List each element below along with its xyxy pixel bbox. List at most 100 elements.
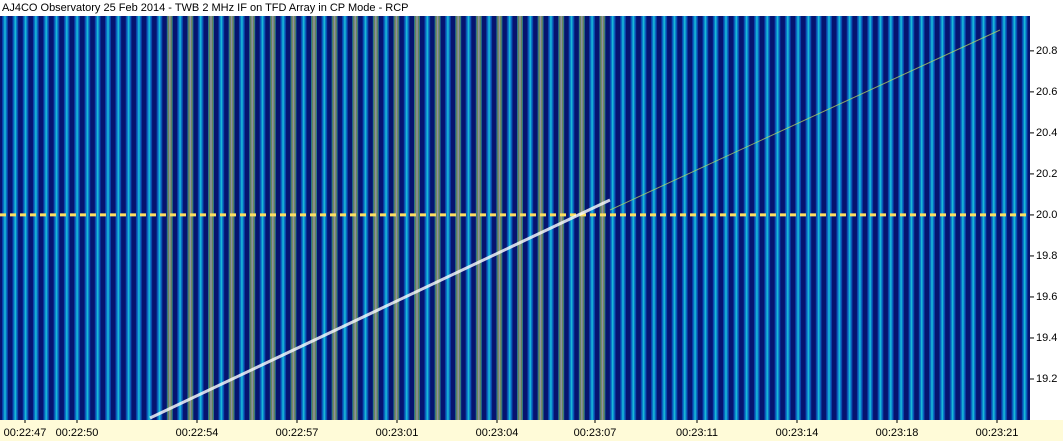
stripe xyxy=(774,16,781,420)
y-tick-label: 20.2 xyxy=(1036,168,1057,180)
stripe xyxy=(929,16,935,420)
stripe xyxy=(115,16,122,420)
stripe xyxy=(599,16,606,420)
stripe xyxy=(290,16,297,420)
stripe xyxy=(218,16,225,420)
stripe xyxy=(2,16,8,420)
stripe xyxy=(959,16,966,420)
stripe xyxy=(743,16,750,420)
stripe xyxy=(259,16,266,420)
x-tick-label: 00:23:21 xyxy=(976,427,1019,439)
stripe xyxy=(650,16,657,420)
stripe xyxy=(815,16,822,420)
stripe xyxy=(1021,16,1028,420)
stripe xyxy=(94,16,101,420)
stripe xyxy=(63,16,70,420)
stripe xyxy=(856,16,863,420)
stripe xyxy=(105,16,111,420)
stripe xyxy=(506,16,513,420)
stripe xyxy=(372,16,379,420)
stripe xyxy=(826,16,832,420)
x-tick-label: 00:22:57 xyxy=(276,427,319,439)
y-tick-label: 20.8 xyxy=(1036,45,1057,57)
stripe xyxy=(311,16,317,420)
stripe xyxy=(527,16,534,420)
stripe xyxy=(887,16,894,420)
stripe xyxy=(537,16,544,420)
stripe xyxy=(434,16,441,420)
stripe xyxy=(949,16,956,420)
stripe xyxy=(444,16,451,420)
stripe xyxy=(228,16,235,420)
stripe xyxy=(620,16,626,420)
stripe xyxy=(630,16,637,420)
sweep xyxy=(609,29,1001,211)
sweep xyxy=(149,198,611,420)
x-tick-label: 00:23:18 xyxy=(876,427,919,439)
stripe xyxy=(125,16,132,420)
stripe xyxy=(475,16,482,420)
stripe xyxy=(589,16,596,420)
stripe xyxy=(486,16,493,420)
stripe xyxy=(898,16,905,420)
stripe xyxy=(455,16,462,420)
plot-area xyxy=(0,16,1030,420)
stripe xyxy=(609,16,616,420)
x-tick-label: 00:22:50 xyxy=(56,427,99,439)
y-axis-band xyxy=(1030,16,1063,420)
spectrogram-image xyxy=(0,16,1030,420)
stripe xyxy=(156,16,163,420)
stripe xyxy=(362,16,369,420)
stripe xyxy=(558,16,565,420)
y-tick-label: 20.0 xyxy=(1036,209,1057,221)
x-tick-label: 00:23:01 xyxy=(376,427,419,439)
stripe xyxy=(980,16,987,420)
chart-title: AJ4CO Observatory 25 Feb 2014 - TWB 2 MH… xyxy=(2,2,409,14)
stripe xyxy=(877,16,884,420)
stripe xyxy=(383,16,390,420)
stripe xyxy=(970,16,977,420)
stripe xyxy=(795,16,802,420)
stripe xyxy=(22,16,29,420)
stripe xyxy=(280,16,287,420)
stripe xyxy=(908,16,915,420)
stripe xyxy=(321,16,328,420)
stripe xyxy=(547,16,554,420)
y-tick-label: 20.4 xyxy=(1036,127,1057,139)
stripe xyxy=(918,16,925,420)
stripe xyxy=(784,16,791,420)
x-tick-label: 00:22:54 xyxy=(176,427,219,439)
stripe xyxy=(1011,16,1018,420)
stripe xyxy=(166,16,173,420)
stripe xyxy=(640,16,647,420)
x-tick-label: 00:23:14 xyxy=(776,427,819,439)
x-tick-label: 00:23:07 xyxy=(574,427,617,439)
stripe xyxy=(84,16,91,420)
stripe xyxy=(146,16,153,420)
stripe xyxy=(352,16,359,420)
stripe xyxy=(403,16,410,420)
stripe xyxy=(681,16,688,420)
stripe xyxy=(1001,16,1008,420)
stripe xyxy=(208,16,214,420)
stripe xyxy=(135,16,142,420)
y-tick-label: 20.6 xyxy=(1036,86,1057,98)
stripe xyxy=(414,16,420,420)
x-tick-label: 00:23:11 xyxy=(676,427,718,439)
stripe xyxy=(939,16,946,420)
stripe xyxy=(269,16,276,420)
stripe xyxy=(249,16,256,420)
stripe xyxy=(805,16,812,420)
stripe xyxy=(517,16,523,420)
x-axis-band xyxy=(0,420,1063,441)
stripe xyxy=(990,16,997,420)
y-tick-label: 19.8 xyxy=(1036,250,1057,262)
stripe xyxy=(496,16,503,420)
stripe xyxy=(712,16,719,420)
stripe xyxy=(177,16,184,420)
y-tick-label: 19.4 xyxy=(1036,332,1057,344)
stripe xyxy=(578,16,585,420)
stripe xyxy=(74,16,81,420)
stripe xyxy=(341,16,348,420)
